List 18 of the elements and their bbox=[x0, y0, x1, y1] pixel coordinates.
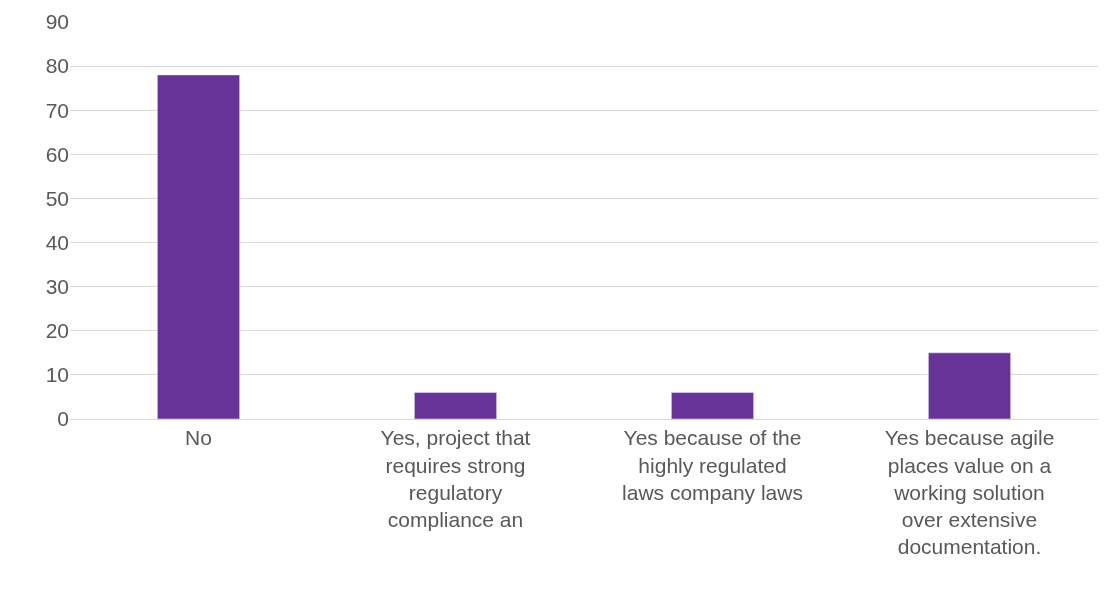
x-tick-label: Yes because of the highly regulated laws company laws bbox=[622, 426, 803, 504]
x-tick-label: Yes, project that requires strong regulatory compliance an bbox=[380, 426, 531, 532]
y-tick-label: 50 bbox=[45, 186, 69, 210]
x-tick-label: No bbox=[185, 426, 212, 450]
bar bbox=[671, 392, 754, 419]
y-tick-label: 70 bbox=[45, 98, 69, 122]
y-tick-label: 60 bbox=[45, 142, 69, 166]
y-tick-label: 90 bbox=[45, 10, 69, 34]
bar bbox=[157, 74, 240, 419]
y-tick-label: 10 bbox=[45, 363, 69, 387]
y-tick-label: 30 bbox=[45, 275, 69, 299]
bar bbox=[414, 392, 497, 419]
y-tick-label: 0 bbox=[57, 407, 69, 431]
y-tick-label: 40 bbox=[45, 230, 69, 254]
y-tick-label: 80 bbox=[45, 54, 69, 78]
x-tick-label: Yes because agile places value on a working solution over extensive documentation. bbox=[884, 426, 1055, 559]
y-tick-label: 20 bbox=[45, 319, 69, 343]
bar bbox=[928, 352, 1011, 419]
